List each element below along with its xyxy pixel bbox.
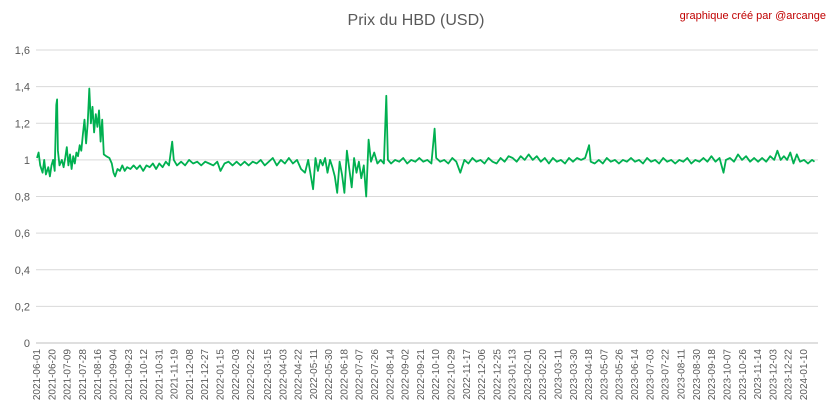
series-line-hbd-price	[36, 87, 816, 198]
x-tick-label: 2021-10-12	[139, 349, 150, 401]
chart-title: Prix du HBD (USD)	[347, 12, 485, 29]
y-tick-label: 0,8	[15, 192, 30, 204]
x-tick-label: 2023-10-26	[738, 349, 749, 401]
x-tick-label: 2023-12-03	[768, 349, 779, 401]
x-tick-label: 2023-03-30	[569, 349, 580, 401]
x-tick-label: 2021-06-20	[47, 349, 58, 401]
x-tick-label: 2022-04-03	[278, 349, 289, 401]
chart-credit: graphique créé par @arcange	[679, 10, 826, 22]
x-tick-label: 2023-07-03	[645, 349, 656, 401]
x-tick-label: 2021-10-31	[154, 349, 165, 401]
x-tick-label: 2023-08-11	[677, 349, 688, 400]
x-tick-label: 2024-01-10	[799, 349, 810, 401]
x-tick-label: 2023-04-18	[584, 349, 595, 401]
y-tick-label: 1,4	[15, 82, 30, 94]
x-tick-label: 2023-10-07	[723, 349, 734, 401]
y-tick-label: 0	[24, 338, 30, 350]
x-tick-label: 2022-07-26	[370, 349, 381, 401]
x-tick-label: 2022-08-14	[385, 349, 396, 401]
x-tick-label: 2022-02-22	[246, 349, 257, 401]
x-tick-label: 2023-08-30	[692, 349, 703, 401]
x-tick-label: 2021-08-16	[93, 349, 104, 401]
x-tick-label: 2023-02-20	[538, 349, 549, 401]
x-tick-label: 2022-11-17	[462, 349, 473, 400]
x-tick-label: 2023-02-01	[523, 349, 534, 401]
x-tick-label: 2022-10-29	[446, 349, 457, 401]
x-tick-label: 2022-01-15	[216, 349, 227, 401]
x-tick-label: 2023-03-11	[554, 349, 565, 400]
x-tick-label: 2023-05-26	[615, 349, 626, 401]
x-tick-label: 2022-05-11	[309, 349, 320, 400]
y-tick-label: 1,6	[15, 45, 30, 57]
x-tick-label: 2022-05-30	[324, 349, 335, 401]
x-tick-label: 2022-12-25	[492, 349, 503, 401]
x-tick-label: 2021-09-04	[108, 349, 119, 401]
x-tick-label: 2023-12-22	[784, 349, 795, 401]
x-tick-label: 2023-01-13	[508, 349, 519, 401]
y-tick-label: 0,6	[15, 228, 30, 240]
x-tick-label: 2023-05-07	[599, 349, 610, 401]
x-tick-label: 2023-06-14	[630, 349, 641, 401]
x-tick-label: 2021-11-19	[170, 349, 181, 400]
x-tick-label: 2022-02-03	[231, 349, 242, 401]
x-tick-label: 2023-11-14	[753, 349, 764, 400]
y-tick-label: 1,2	[15, 118, 30, 130]
x-tick-label: 2021-12-08	[185, 349, 196, 401]
x-tick-label: 2022-09-21	[416, 349, 427, 401]
x-tick-label: 2022-03-15	[263, 349, 274, 401]
x-tick-label: 2021-12-27	[200, 349, 211, 401]
x-tick-label: 2022-09-02	[401, 349, 412, 401]
x-tick-label: 2022-06-18	[339, 349, 350, 401]
x-tick-label: 2022-04-22	[294, 349, 305, 401]
y-tick-label: 1	[24, 155, 30, 167]
x-tick-label: 2023-07-22	[661, 349, 672, 401]
x-tick-label: 2021-07-09	[63, 349, 74, 401]
x-tick-label: 2021-09-23	[124, 349, 135, 401]
x-tick-label: 2021-07-28	[78, 349, 89, 401]
x-tick-label: 2022-10-10	[431, 349, 442, 401]
x-tick-label: 2022-12-06	[477, 349, 488, 401]
x-tick-label: 2022-07-07	[355, 349, 366, 401]
y-tick-label: 0,4	[15, 265, 30, 277]
x-tick-label: 2021-06-01	[32, 349, 43, 401]
y-tick-label: 0,2	[15, 301, 30, 313]
x-tick-label: 2023-09-18	[707, 349, 718, 401]
